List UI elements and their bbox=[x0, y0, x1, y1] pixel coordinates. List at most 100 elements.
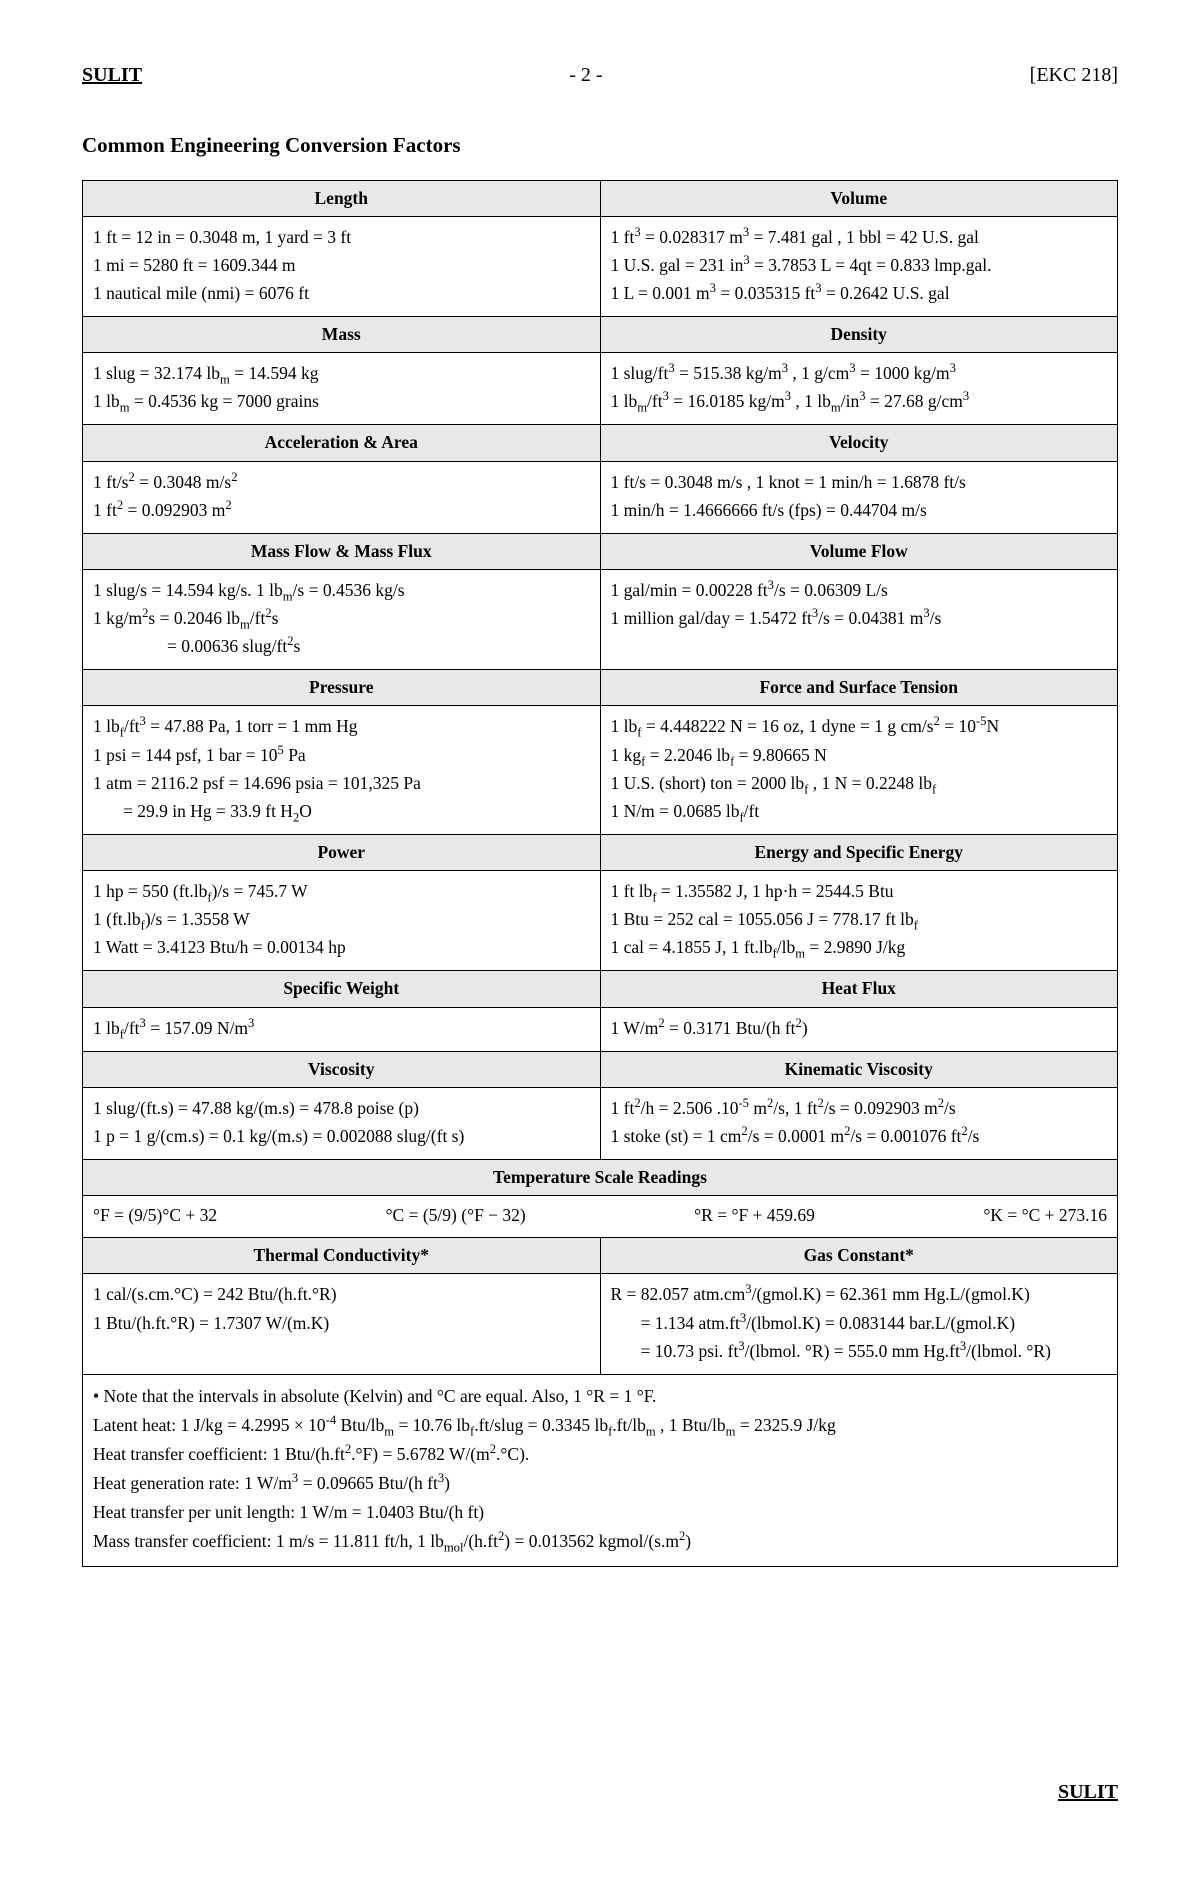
cell-viscosity: 1 slug/(ft.s) = 47.88 kg/(m.s) = 478.8 p… bbox=[83, 1087, 601, 1159]
cell-temp: °F = (9/5)°C + 32 °C = (5/9) (°F − 32) °… bbox=[83, 1196, 1118, 1238]
text-line: R = 82.057 atm.cm3/(gmol.K) = 62.361 mm … bbox=[611, 1281, 1108, 1308]
text-line: 1 Btu = 252 cal = 1055.056 J = 778.17 ft… bbox=[611, 906, 1108, 933]
text-line: 1 slug/ft3 = 515.38 kg/m3 , 1 g/cm3 = 10… bbox=[611, 360, 1108, 387]
text-line: 1 slug = 32.174 lbm = 14.594 kg bbox=[93, 360, 590, 387]
text-line: 1 ft = 12 in = 0.3048 m, 1 yard = 3 ft bbox=[93, 224, 590, 251]
text-line: 1 slug/(ft.s) = 47.88 kg/(m.s) = 478.8 p… bbox=[93, 1095, 590, 1122]
text-line: Latent heat: 1 J/kg = 4.2995 × 10-4 Btu/… bbox=[93, 1412, 1107, 1439]
text-line: 1 W/m2 = 0.3171 Btu/(h ft2) bbox=[611, 1015, 1108, 1042]
text-line: 1 nautical mile (nmi) = 6076 ft bbox=[93, 280, 590, 307]
conversion-table: Length Volume 1 ft = 12 in = 0.3048 m, 1… bbox=[82, 180, 1118, 1567]
th-heatflux: Heat Flux bbox=[600, 971, 1118, 1007]
cell-notes: Note that the intervals in absolute (Kel… bbox=[83, 1374, 1118, 1566]
cell-mass: 1 slug = 32.174 lbm = 14.594 kg 1 lbm = … bbox=[83, 353, 601, 425]
text-line: Heat transfer per unit length: 1 W/m = 1… bbox=[93, 1499, 1107, 1526]
th-kvisc: Kinematic Viscosity bbox=[600, 1051, 1118, 1087]
text-line: 1 hp = 550 (ft.lbf)/s = 745.7 W bbox=[93, 878, 590, 905]
text-line: 1 L = 0.001 m3 = 0.035315 ft3 = 0.2642 U… bbox=[611, 280, 1108, 307]
text-line: 1 lbf/ft3 = 47.88 Pa, 1 torr = 1 mm Hg bbox=[93, 713, 590, 740]
text-line: 1 (ft.lbf)/s = 1.3558 W bbox=[93, 906, 590, 933]
cell-pressure: 1 lbf/ft3 = 47.88 Pa, 1 torr = 1 mm Hg 1… bbox=[83, 706, 601, 835]
th-volflow: Volume Flow bbox=[600, 533, 1118, 569]
th-length: Length bbox=[83, 180, 601, 216]
cell-energy: 1 ft lbf = 1.35582 J, 1 hp·h = 2544.5 Bt… bbox=[600, 871, 1118, 971]
page-footer: SULIT bbox=[82, 1777, 1118, 1808]
text-line: 1 kgf = 2.2046 lbf = 9.80665 N bbox=[611, 742, 1108, 769]
text-line: = 0.00636 slug/ft2s bbox=[93, 633, 590, 660]
text-line: Mass transfer coefficient: 1 m/s = 11.81… bbox=[93, 1528, 1107, 1555]
cell-volume: 1 ft3 = 0.028317 m3 = 7.481 gal , 1 bbl … bbox=[600, 216, 1118, 316]
cell-accel: 1 ft/s2 = 0.3048 m/s2 1 ft2 = 0.092903 m… bbox=[83, 461, 601, 533]
text-line: °C = (5/9) (°F − 32) bbox=[386, 1202, 526, 1229]
cell-force: 1 lbf = 4.448222 N = 16 oz, 1 dyne = 1 g… bbox=[600, 706, 1118, 835]
page-header: SULIT - 2 - [EKC 218] bbox=[82, 60, 1118, 91]
text-line: 1 ft/s = 0.3048 m/s , 1 knot = 1 min/h =… bbox=[611, 469, 1108, 496]
text-line: 1 kg/m2s = 0.2046 lbm/ft2s bbox=[93, 605, 590, 632]
text-line: 1 p = 1 g/(cm.s) = 0.1 kg/(m.s) = 0.0020… bbox=[93, 1123, 590, 1150]
text-line: 1 ft2 = 0.092903 m2 bbox=[93, 497, 590, 524]
text-line: Heat generation rate: 1 W/m3 = 0.09665 B… bbox=[93, 1470, 1107, 1497]
text-line: 1 U.S. gal = 231 in3 = 3.7853 L = 4qt = … bbox=[611, 252, 1108, 279]
cell-massflow: 1 slug/s = 14.594 kg/s. 1 lbm/s = 0.4536… bbox=[83, 569, 601, 669]
th-velocity: Velocity bbox=[600, 425, 1118, 461]
th-massflow: Mass Flow & Mass Flux bbox=[83, 533, 601, 569]
text-line: °F = (9/5)°C + 32 bbox=[93, 1202, 217, 1229]
th-volume: Volume bbox=[600, 180, 1118, 216]
header-left: SULIT bbox=[82, 60, 142, 91]
cell-velocity: 1 ft/s = 0.3048 m/s , 1 knot = 1 min/h =… bbox=[600, 461, 1118, 533]
text-line: 1 N/m = 0.0685 lbf/ft bbox=[611, 798, 1108, 825]
text-line: °R = °F + 459.69 bbox=[694, 1202, 815, 1229]
header-page: - 2 - bbox=[569, 60, 602, 91]
th-force: Force and Surface Tension bbox=[600, 670, 1118, 706]
header-code: [EKC 218] bbox=[1030, 60, 1118, 91]
cell-kvisc: 1 ft2/h = 2.506 .10-5 m2/s, 1 ft2/s = 0.… bbox=[600, 1087, 1118, 1159]
text-line: 1 mi = 5280 ft = 1609.344 m bbox=[93, 252, 590, 279]
text-line: 1 gal/min = 0.00228 ft3/s = 0.06309 L/s bbox=[611, 577, 1108, 604]
text-line: 1 cal/(s.cm.°C) = 242 Btu/(h.ft.°R) bbox=[93, 1281, 590, 1308]
text-line: = 10.73 psi. ft3/(lbmol. °R) = 555.0 mm … bbox=[611, 1338, 1108, 1365]
th-mass: Mass bbox=[83, 317, 601, 353]
text-line: 1 lbf/ft3 = 157.09 N/m3 bbox=[93, 1015, 590, 1042]
text-line: 1 Btu/(h.ft.°R) = 1.7307 W/(m.K) bbox=[93, 1310, 590, 1337]
text-line: 1 psi = 144 psf, 1 bar = 105 Pa bbox=[93, 742, 590, 769]
cell-density: 1 slug/ft3 = 515.38 kg/m3 , 1 g/cm3 = 10… bbox=[600, 353, 1118, 425]
text-line: 1 million gal/day = 1.5472 ft3/s = 0.043… bbox=[611, 605, 1108, 632]
text-line: 1 U.S. (short) ton = 2000 lbf , 1 N = 0.… bbox=[611, 770, 1108, 797]
th-pressure: Pressure bbox=[83, 670, 601, 706]
th-thermcond: Thermal Conductivity* bbox=[83, 1238, 601, 1274]
cell-length: 1 ft = 12 in = 0.3048 m, 1 yard = 3 ft 1… bbox=[83, 216, 601, 316]
text-line: 1 lbm/ft3 = 16.0185 kg/m3 , 1 lbm/in3 = … bbox=[611, 388, 1108, 415]
text-line: Heat transfer coefficient: 1 Btu/(h.ft2.… bbox=[93, 1441, 1107, 1468]
th-accel: Acceleration & Area bbox=[83, 425, 601, 461]
cell-power: 1 hp = 550 (ft.lbf)/s = 745.7 W 1 (ft.lb… bbox=[83, 871, 601, 971]
th-temp: Temperature Scale Readings bbox=[83, 1160, 1118, 1196]
cell-specwt: 1 lbf/ft3 = 157.09 N/m3 bbox=[83, 1007, 601, 1051]
text-line: 1 slug/s = 14.594 kg/s. 1 lbm/s = 0.4536… bbox=[93, 577, 590, 604]
page-title: Common Engineering Conversion Factors bbox=[82, 129, 1118, 162]
text-line: 1 cal = 4.1855 J, 1 ft.lbf/lbm = 2.9890 … bbox=[611, 934, 1108, 961]
text-line: 1 lbf = 4.448222 N = 16 oz, 1 dyne = 1 g… bbox=[611, 713, 1108, 740]
cell-volflow: 1 gal/min = 0.00228 ft3/s = 0.06309 L/s … bbox=[600, 569, 1118, 669]
th-density: Density bbox=[600, 317, 1118, 353]
text-line: 1 min/h = 1.4666666 ft/s (fps) = 0.44704… bbox=[611, 497, 1108, 524]
text-line: = 29.9 in Hg = 33.9 ft H2O bbox=[93, 798, 590, 825]
cell-heatflux: 1 W/m2 = 0.3171 Btu/(h ft2) bbox=[600, 1007, 1118, 1051]
th-gasconst: Gas Constant* bbox=[600, 1238, 1118, 1274]
text-line: 1 atm = 2116.2 psf = 14.696 psia = 101,3… bbox=[93, 770, 590, 797]
cell-thermcond: 1 cal/(s.cm.°C) = 242 Btu/(h.ft.°R) 1 Bt… bbox=[83, 1274, 601, 1374]
th-specwt: Specific Weight bbox=[83, 971, 601, 1007]
th-energy: Energy and Specific Energy bbox=[600, 834, 1118, 870]
th-power: Power bbox=[83, 834, 601, 870]
text-line: 1 Watt = 3.4123 Btu/h = 0.00134 hp bbox=[93, 934, 590, 961]
text-line: 1 stoke (st) = 1 cm2/s = 0.0001 m2/s = 0… bbox=[611, 1123, 1108, 1150]
text-line: 1 lbm = 0.4536 kg = 7000 grains bbox=[93, 388, 590, 415]
text-line: 1 ft3 = 0.028317 m3 = 7.481 gal , 1 bbl … bbox=[611, 224, 1108, 251]
th-viscosity: Viscosity bbox=[83, 1051, 601, 1087]
text-line: °K = °C + 273.16 bbox=[983, 1202, 1107, 1229]
text-line: = 1.134 atm.ft3/(lbmol.K) = 0.083144 bar… bbox=[611, 1310, 1108, 1337]
text-line: Note that the intervals in absolute (Kel… bbox=[93, 1383, 1107, 1410]
text-line: 1 ft2/h = 2.506 .10-5 m2/s, 1 ft2/s = 0.… bbox=[611, 1095, 1108, 1122]
cell-gasconst: R = 82.057 atm.cm3/(gmol.K) = 62.361 mm … bbox=[600, 1274, 1118, 1374]
text-line: 1 ft lbf = 1.35582 J, 1 hp·h = 2544.5 Bt… bbox=[611, 878, 1108, 905]
text-line: 1 ft/s2 = 0.3048 m/s2 bbox=[93, 469, 590, 496]
